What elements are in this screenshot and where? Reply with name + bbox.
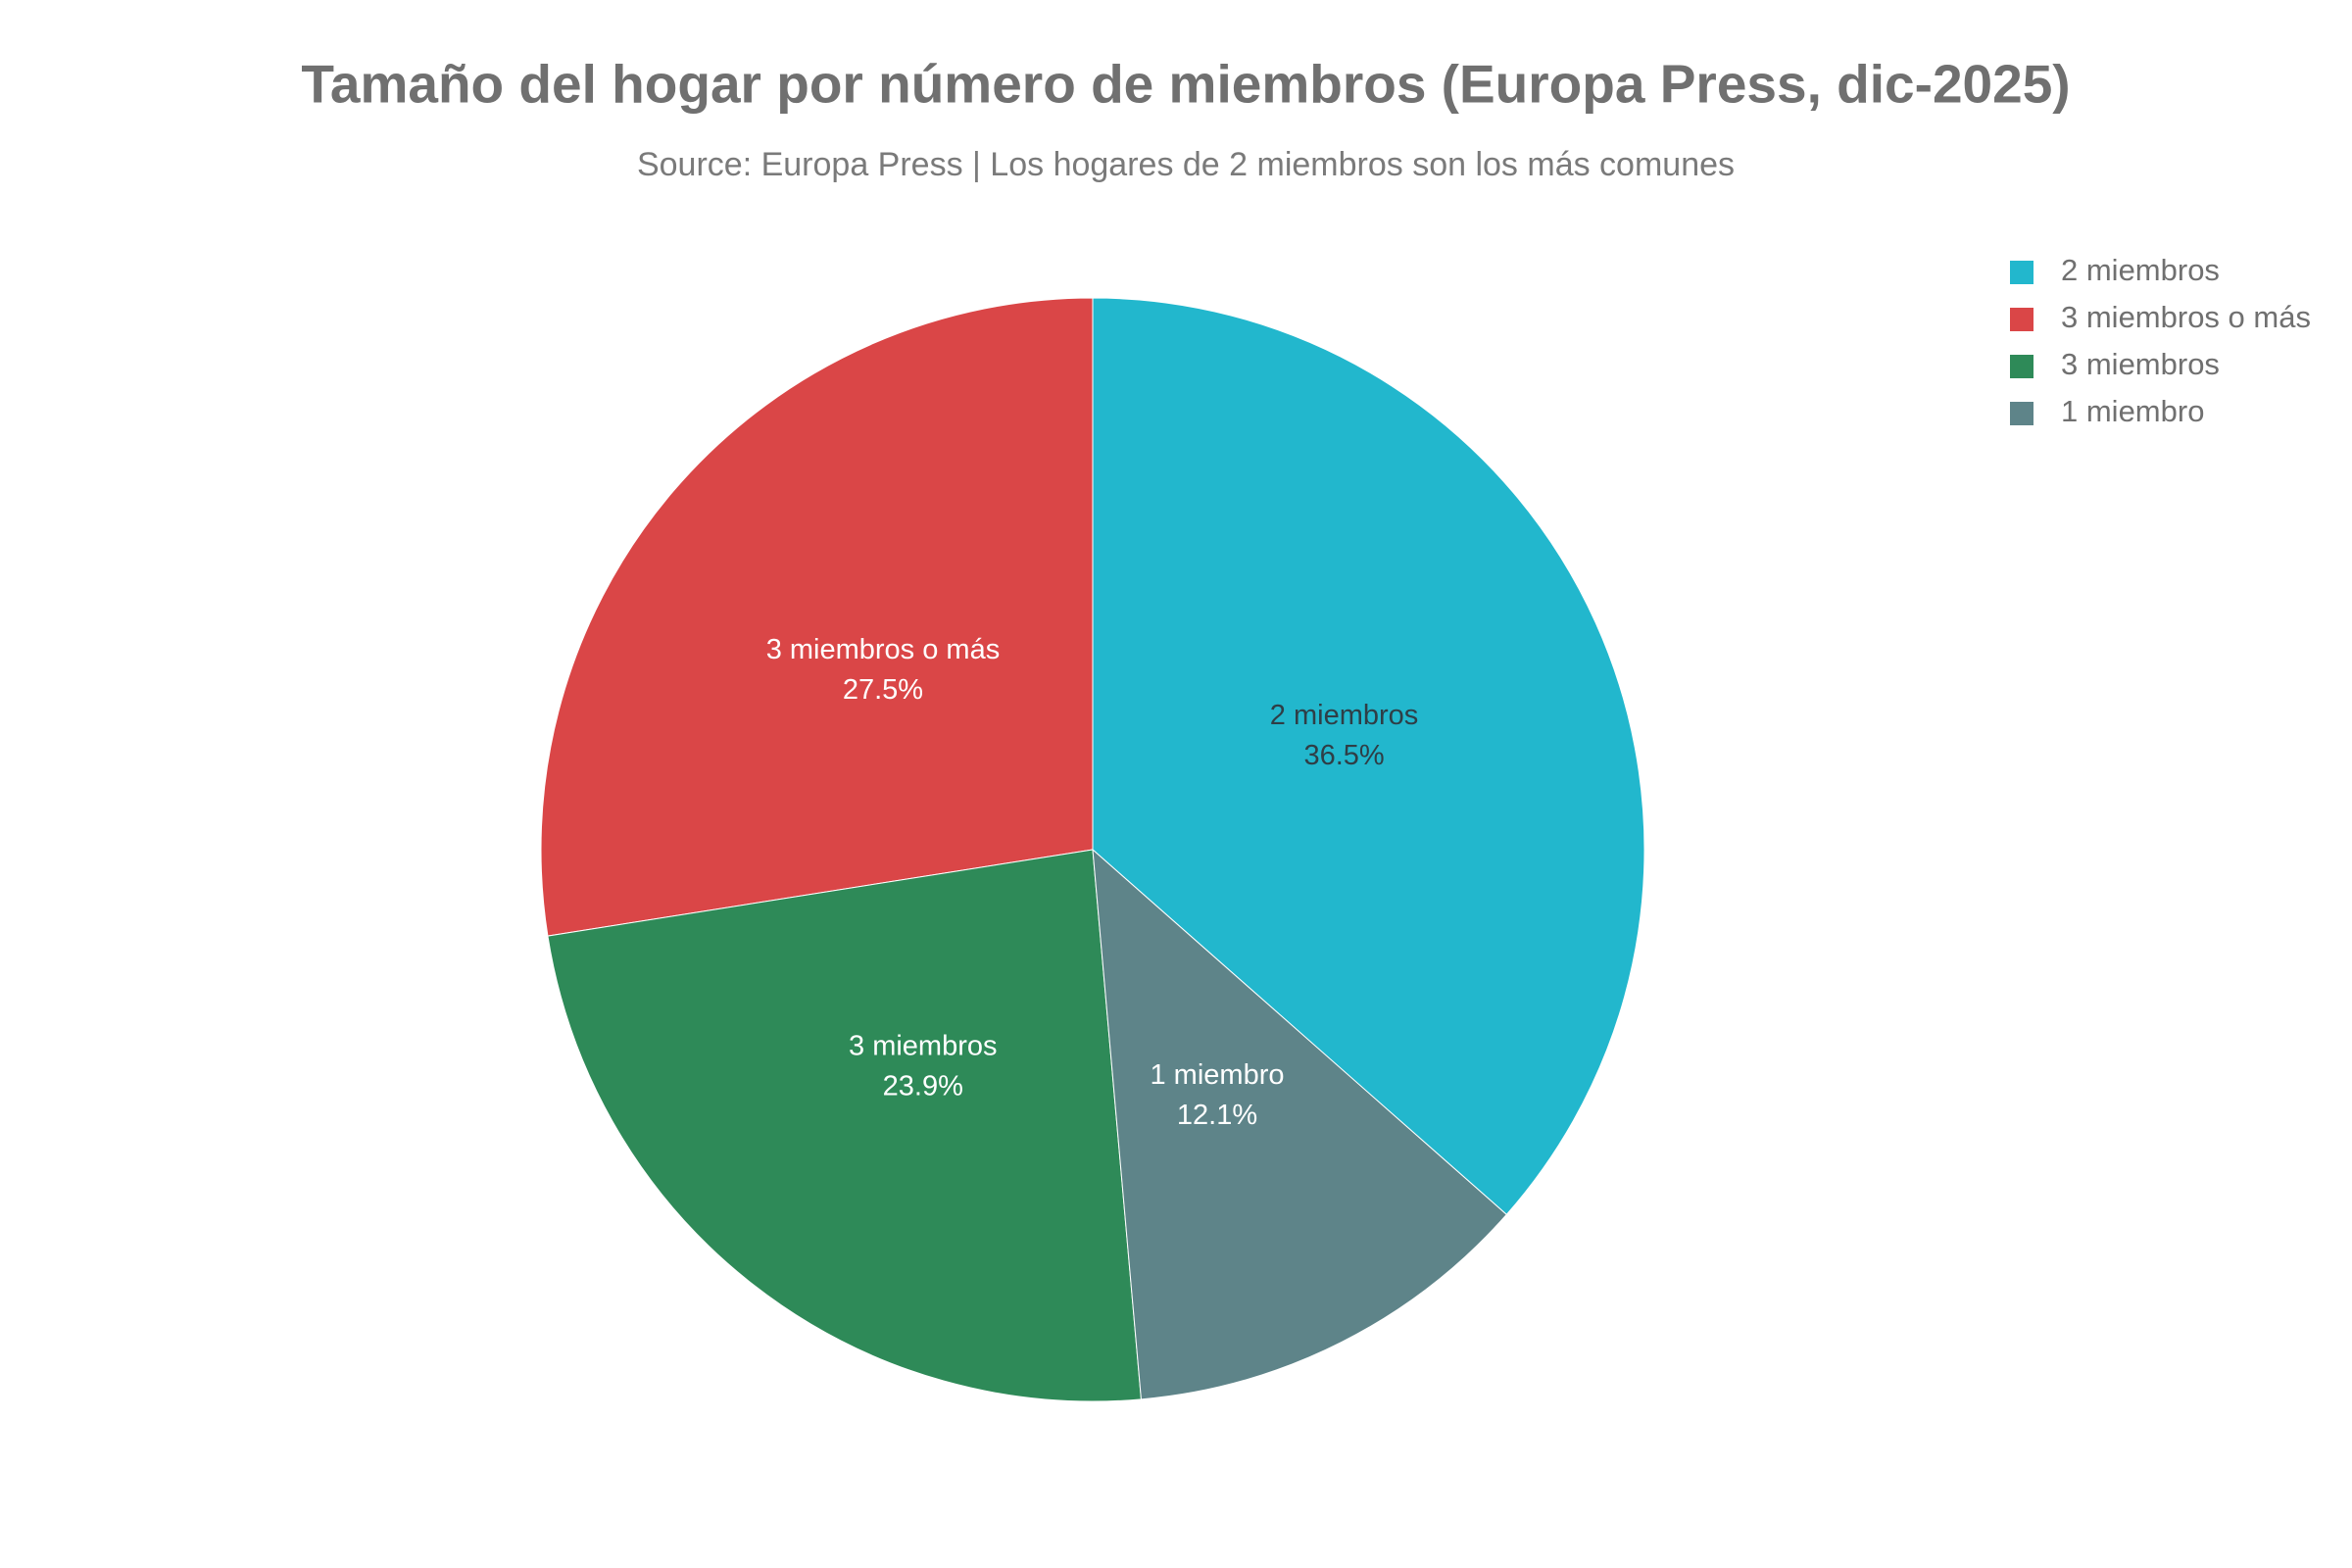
legend-swatch [2010, 261, 2034, 284]
chart-subtitle: Source: Europa Press | Los hogares de 2 … [637, 146, 1735, 183]
legend: 2 miembros 3 miembros o más 3 miembros 1 mi… [2010, 253, 2311, 428]
slice-value-label: 36.5% [1303, 740, 1384, 771]
legend-swatch [2010, 308, 2034, 331]
slice-label: 1 miembro [1151, 1059, 1285, 1091]
legend-label: 3 miembros [2061, 347, 2220, 381]
slice-value-label: 12.1% [1177, 1100, 1257, 1131]
slice-label: 3 miembros o más [766, 634, 1001, 665]
legend-swatch [2010, 355, 2034, 378]
pie-slice [547, 849, 1143, 1402]
pie-slice [1092, 848, 1508, 1400]
legend-swatch [2010, 402, 2034, 425]
slice-label: 3 miembros [849, 1031, 998, 1062]
pie-slice [1092, 297, 1645, 1216]
chart-title: Tamaño del hogar por número de miembros … [301, 54, 2070, 115]
slice-value-label: 27.5% [843, 674, 923, 706]
legend-label: 3 miembros o más [2061, 300, 2311, 334]
legend-label: 1 miembro [2061, 394, 2204, 428]
slice-label: 2 miembros [1270, 700, 1419, 731]
slice-value-label: 23.9% [883, 1071, 963, 1102]
pie-slice [540, 297, 1094, 937]
legend-label: 2 miembros [2061, 253, 2220, 287]
